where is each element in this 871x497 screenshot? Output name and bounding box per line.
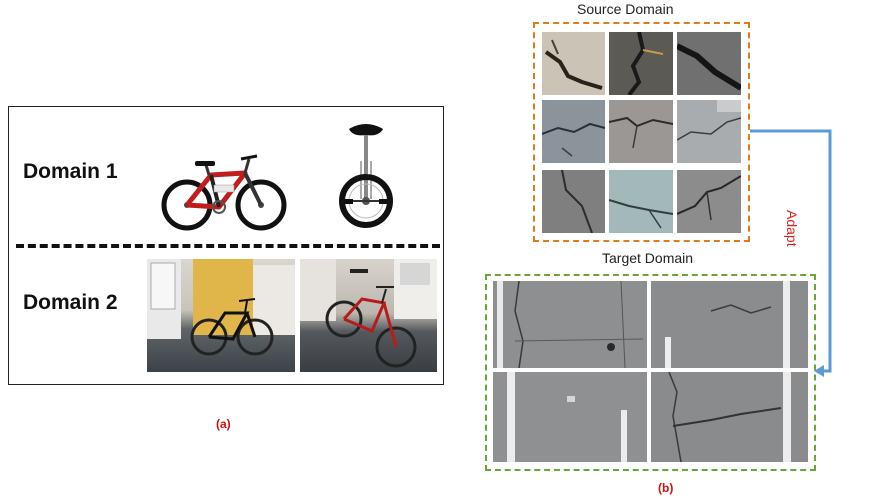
caption-a: (a) [216,417,231,431]
source-crack-tile [609,32,673,95]
source-crack-tile [542,100,605,163]
bicycle-photo-1 [147,259,295,372]
target-crack-tile [493,372,647,462]
target-domain-title: Target Domain [602,250,694,266]
source-domain-title: Source Domain [577,1,674,17]
panel-a-frame: Domain 1 Domain 2 [8,106,444,385]
target-crack-tile [651,281,808,368]
caption-b: (b) [658,481,674,495]
unicycle-illustration [339,124,393,228]
source-crack-tile [677,170,741,233]
target-crack-tile [493,281,647,368]
source-crack-tile [542,32,605,95]
domain-1-label: Domain 1 [23,160,118,183]
source-crack-tile [609,100,673,163]
bicycle-illustration [161,154,287,231]
source-crack-tile [609,170,673,233]
source-crack-tile [677,32,741,95]
source-crack-tile [542,170,605,233]
domain-divider-dashed-line [16,244,440,248]
source-crack-tile [677,100,741,163]
domain-2-label: Domain 2 [23,291,118,314]
bicycle-photo-2 [300,259,437,372]
adapt-label: Adapt [784,210,800,247]
target-crack-tile [651,372,808,462]
source-domain-box [533,22,750,242]
